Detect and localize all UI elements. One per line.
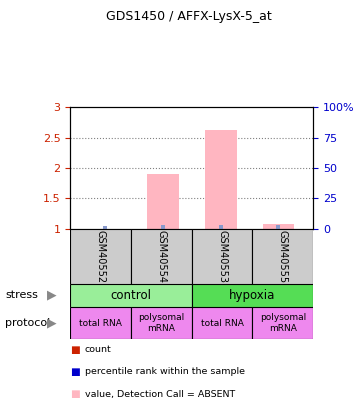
Text: ▶: ▶ — [48, 317, 57, 330]
Text: ■: ■ — [70, 389, 80, 399]
Text: polysomal
mRNA: polysomal mRNA — [260, 313, 306, 333]
Text: ▶: ▶ — [48, 289, 57, 302]
Text: count: count — [85, 345, 111, 354]
Bar — [192, 229, 252, 284]
Text: total RNA: total RNA — [79, 319, 122, 328]
Text: hypoxia: hypoxia — [229, 289, 276, 302]
Text: ■: ■ — [70, 345, 80, 354]
Bar — [205, 130, 237, 229]
Bar — [192, 284, 313, 307]
Text: polysomal
mRNA: polysomal mRNA — [138, 313, 184, 333]
Bar — [262, 224, 294, 229]
Text: control: control — [111, 289, 152, 302]
Text: value, Detection Call = ABSENT: value, Detection Call = ABSENT — [85, 390, 235, 399]
Text: ■: ■ — [70, 367, 80, 377]
Bar — [252, 307, 313, 339]
Text: GSM40555: GSM40555 — [278, 230, 288, 283]
Text: GSM40552: GSM40552 — [95, 230, 105, 283]
Bar — [70, 307, 131, 339]
Bar — [70, 229, 131, 284]
Text: GSM40553: GSM40553 — [217, 230, 227, 283]
Text: stress: stress — [5, 290, 38, 300]
Bar — [70, 284, 192, 307]
Bar — [192, 307, 252, 339]
Text: protocol: protocol — [5, 318, 51, 328]
Text: GDS1450 / AFFX-LysX-5_at: GDS1450 / AFFX-LysX-5_at — [106, 10, 272, 23]
Text: GSM40554: GSM40554 — [156, 230, 166, 283]
Bar — [252, 229, 313, 284]
Bar — [147, 174, 179, 229]
Bar — [131, 307, 192, 339]
Text: total RNA: total RNA — [201, 319, 243, 328]
Bar — [131, 229, 192, 284]
Text: percentile rank within the sample: percentile rank within the sample — [85, 367, 244, 376]
